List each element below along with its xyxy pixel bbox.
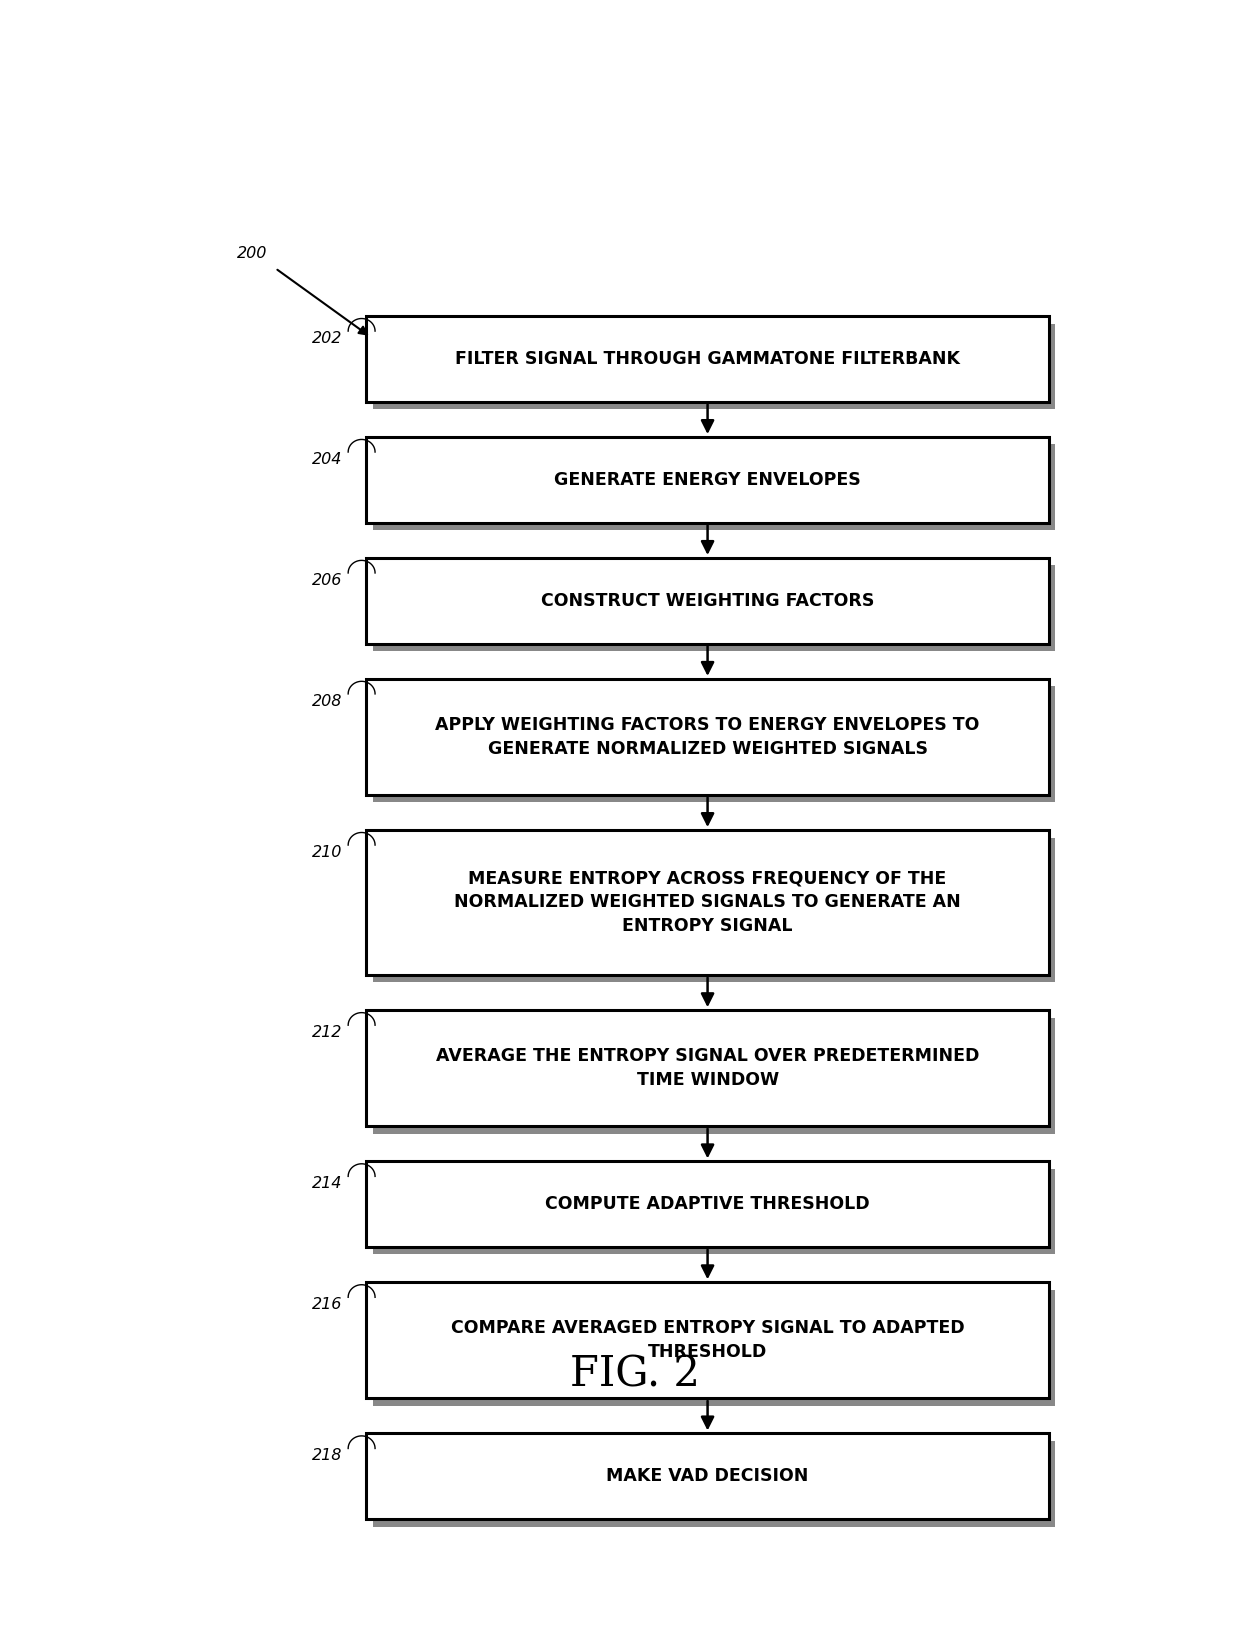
Text: 202: 202 xyxy=(312,330,342,347)
Text: APPLY WEIGHTING FACTORS TO ENERGY ENVELOPES TO
GENERATE NORMALIZED WEIGHTED SIGN: APPLY WEIGHTING FACTORS TO ENERGY ENVELO… xyxy=(435,717,980,757)
Bar xyxy=(367,558,1049,643)
Bar xyxy=(367,829,1049,975)
Text: 208: 208 xyxy=(312,694,342,708)
Text: AVERAGE THE ENTROPY SIGNAL OVER PREDETERMINED
TIME WINDOW: AVERAGE THE ENTROPY SIGNAL OVER PREDETER… xyxy=(436,1047,980,1090)
Bar xyxy=(373,445,1055,530)
Bar xyxy=(373,838,1055,982)
Text: MEASURE ENTROPY ACROSS FREQUENCY OF THE
NORMALIZED WEIGHTED SIGNALS TO GENERATE : MEASURE ENTROPY ACROSS FREQUENCY OF THE … xyxy=(454,870,961,936)
Text: MAKE VAD DECISION: MAKE VAD DECISION xyxy=(606,1467,808,1485)
Text: GENERATE ENERGY ENVELOPES: GENERATE ENERGY ENVELOPES xyxy=(554,471,861,489)
Bar xyxy=(373,687,1055,802)
Text: 216: 216 xyxy=(312,1297,342,1312)
Bar xyxy=(367,679,1049,795)
Bar xyxy=(367,1283,1049,1399)
Text: COMPARE AVERAGED ENTROPY SIGNAL TO ADAPTED
THRESHOLD: COMPARE AVERAGED ENTROPY SIGNAL TO ADAPT… xyxy=(451,1319,965,1361)
Text: 204: 204 xyxy=(312,452,342,466)
Bar xyxy=(373,1289,1055,1405)
Bar xyxy=(367,1009,1049,1126)
Bar xyxy=(373,566,1055,651)
Bar xyxy=(367,316,1049,402)
Bar xyxy=(373,1168,1055,1255)
Text: 210: 210 xyxy=(312,846,342,861)
Bar xyxy=(367,437,1049,522)
Bar xyxy=(367,1162,1049,1247)
Bar xyxy=(373,1441,1055,1526)
Bar xyxy=(373,1018,1055,1134)
Text: COMPUTE ADAPTIVE THRESHOLD: COMPUTE ADAPTIVE THRESHOLD xyxy=(546,1194,870,1214)
Bar xyxy=(367,1433,1049,1520)
Text: 214: 214 xyxy=(312,1176,342,1191)
Text: 200: 200 xyxy=(237,245,267,260)
Text: 218: 218 xyxy=(312,1448,342,1464)
Text: FIG. 2: FIG. 2 xyxy=(570,1353,701,1396)
Text: FILTER SIGNAL THROUGH GAMMATONE FILTERBANK: FILTER SIGNAL THROUGH GAMMATONE FILTERBA… xyxy=(455,350,960,368)
Text: CONSTRUCT WEIGHTING FACTORS: CONSTRUCT WEIGHTING FACTORS xyxy=(541,592,874,610)
Text: 206: 206 xyxy=(312,573,342,587)
Bar xyxy=(373,324,1055,409)
Text: 212: 212 xyxy=(312,1026,342,1040)
